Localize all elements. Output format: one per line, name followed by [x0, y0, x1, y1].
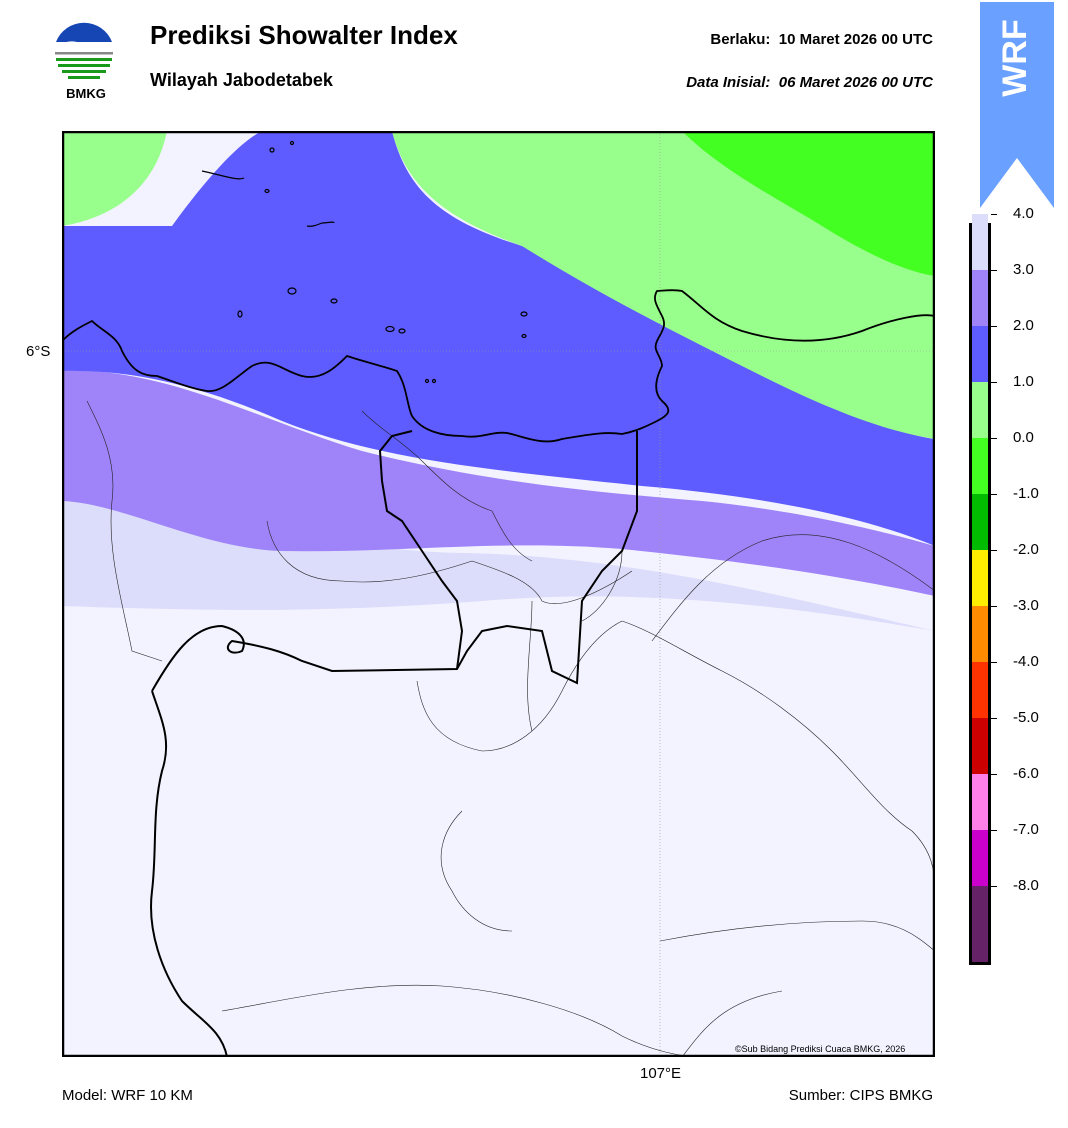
- showalter-map: [62, 131, 935, 1057]
- colorbar-tick-label: -4.0: [1013, 653, 1039, 670]
- band-2-3: [62, 370, 935, 596]
- init-time: Data Inisial: 06 Maret 2026 00 UTC: [686, 74, 933, 91]
- colorbar-tick-mark: [991, 494, 997, 495]
- credit-text: ©Sub Bidang Prediksi Cuaca BMKG, 2026: [735, 1044, 906, 1054]
- colorbar-segment: [972, 886, 988, 962]
- colorbar-segment: [972, 326, 988, 382]
- colorbar-segment: [972, 550, 988, 606]
- coastline: [62, 289, 935, 443]
- band-1-2: [62, 131, 935, 546]
- colorbar-tick-label: 1.0: [1013, 373, 1034, 390]
- band-neg1-0: [682, 131, 935, 276]
- colorbar-segment: [972, 438, 988, 494]
- colorbar-segment: [972, 382, 988, 438]
- colorbar-segment: [972, 718, 988, 774]
- colorbar-segment: [972, 606, 988, 662]
- colorbar-tick-label: -7.0: [1013, 821, 1039, 838]
- colorbar-tick-mark: [991, 382, 997, 383]
- colorbar-tick-mark: [991, 214, 997, 215]
- colorbar-tick-label: 0.0: [1013, 429, 1034, 446]
- colorbar-tick-label: 3.0: [1013, 261, 1034, 278]
- islands: [201, 140, 528, 384]
- valid-label: Berlaku:: [710, 31, 771, 48]
- colorbar-tick-label: -6.0: [1013, 765, 1039, 782]
- province-boundaries: [150, 430, 638, 1057]
- colorbar-tick-label: 4.0: [1013, 205, 1034, 222]
- logo-text: BMKG: [66, 86, 106, 101]
- colorbar-tick-mark: [991, 270, 997, 271]
- page-title: Prediksi Showalter Index: [150, 20, 458, 50]
- colorbar-tick-mark: [991, 774, 997, 775]
- colorbar-segment: [972, 662, 988, 718]
- wrf-badge-text: WRF: [996, 19, 1034, 96]
- colorbar-segment: [972, 270, 988, 326]
- valid-value: 10 Maret 2026 00 UTC: [778, 31, 933, 48]
- colorbar-segment: [972, 494, 988, 550]
- source-label: Sumber: CIPS BMKG: [788, 1087, 933, 1104]
- colorbar-tick-label: 2.0: [1013, 317, 1034, 334]
- lat-label: 6°S: [26, 343, 51, 360]
- colorbar-tick-label: -5.0: [1013, 709, 1039, 726]
- colorbar-tick-mark: [991, 326, 997, 327]
- valid-time: Berlaku: 10 Maret 2026 00 UTC: [710, 31, 933, 48]
- init-label: Data Inisial:: [686, 74, 771, 91]
- colorbar-segment: [972, 214, 988, 270]
- band-0-1-left: [62, 131, 167, 226]
- wrf-badge: WRF: [980, 2, 1054, 208]
- band-above-4: [62, 596, 935, 1057]
- bmkg-logo-icon: [53, 19, 115, 81]
- colorbar-tick-mark: [991, 718, 997, 719]
- colorbar-tick-label: -1.0: [1013, 485, 1039, 502]
- init-value: 06 Maret 2026 00 UTC: [778, 74, 933, 91]
- colorbar-segment: [972, 774, 988, 830]
- colorbar-tick-mark: [991, 550, 997, 551]
- colorbar-tick-label: -8.0: [1013, 877, 1039, 894]
- page-subtitle: Wilayah Jabodetabek: [150, 70, 333, 90]
- colorbar: [969, 214, 991, 965]
- colorbar-tick-mark: [991, 830, 997, 831]
- colorbar-tick-mark: [991, 662, 997, 663]
- colorbar-tick-mark: [991, 606, 997, 607]
- regency-boundaries: [86, 400, 935, 1057]
- model-label: Model: WRF 10 KM: [62, 1087, 193, 1104]
- colorbar-tick-mark: [991, 886, 997, 887]
- lon-label: 107°E: [640, 1065, 682, 1082]
- colorbar-tick-label: -3.0: [1013, 597, 1039, 614]
- colorbar-segment: [972, 830, 988, 886]
- colorbar-tick-label: -2.0: [1013, 541, 1039, 558]
- colorbar-tick-mark: [991, 438, 997, 439]
